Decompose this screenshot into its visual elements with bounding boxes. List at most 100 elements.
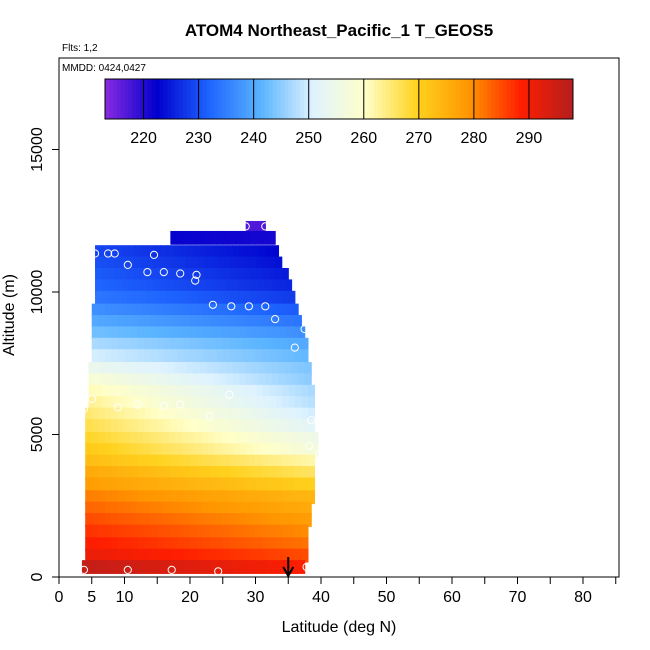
heatmap-cell — [124, 419, 132, 433]
colorbar-segment — [401, 79, 406, 119]
heatmap-cell — [133, 290, 141, 305]
heatmap-cell — [288, 524, 296, 539]
heatmap-cell — [240, 501, 248, 516]
heatmap-cell — [255, 419, 263, 433]
heatmap-cell — [275, 537, 283, 552]
heatmap-cell — [114, 384, 122, 399]
heatmap-cell — [170, 454, 178, 469]
heatmap-cell — [165, 256, 173, 271]
heatmap-cell — [307, 454, 316, 469]
heatmap-cell — [156, 501, 164, 516]
heatmap-cell — [203, 349, 211, 364]
heatmap-cell — [95, 362, 103, 376]
heatmap-cell — [248, 349, 257, 364]
heatmap-cell — [248, 337, 257, 352]
heatmap-cell — [127, 384, 135, 399]
colorbar-segment — [491, 79, 496, 119]
colorbar-segment — [257, 79, 262, 119]
heatmap-cell — [272, 303, 280, 318]
heatmap-cell — [183, 315, 191, 329]
heatmap-cell — [291, 326, 299, 341]
heatmap-cell — [252, 245, 260, 259]
observation-point — [261, 302, 270, 311]
colorbar-segment — [385, 79, 391, 119]
colorbar-segment — [444, 79, 449, 119]
heatmap-cell — [207, 303, 215, 318]
location-arrow — [282, 557, 295, 579]
heatmap-cell — [307, 477, 316, 492]
heatmap-cell — [307, 396, 316, 411]
heatmap-cell — [153, 396, 161, 411]
colorbar-segment — [452, 79, 457, 119]
heatmap-cell — [140, 373, 149, 388]
heatmap-cell — [172, 256, 180, 271]
heatmap-cell — [114, 373, 122, 388]
heatmap-cell — [134, 373, 142, 388]
colorbar-segment — [194, 79, 200, 119]
heatmap-cell — [136, 431, 144, 446]
heatmap-cell — [217, 256, 225, 271]
heatmap-cell — [203, 454, 211, 469]
heatmap-cell — [262, 290, 270, 305]
heatmap-cell — [219, 279, 227, 294]
heatmap-cell — [199, 279, 207, 294]
heatmap-cell — [144, 466, 152, 480]
heatmap-cell — [170, 337, 178, 352]
heatmap-cell — [217, 396, 225, 411]
heatmap-cell — [146, 396, 154, 411]
heatmap-cell — [240, 431, 248, 446]
heatmap-cell — [183, 466, 191, 480]
heatmap-cell — [262, 384, 270, 399]
colorbar-segment — [479, 79, 484, 119]
heatmap-cell — [163, 349, 171, 364]
heatmap-cell — [304, 501, 312, 516]
heatmap-cell — [266, 431, 274, 446]
heatmap-cell — [183, 230, 191, 245]
heatmap-cell — [222, 349, 230, 364]
heatmap-cell — [175, 303, 183, 318]
heatmap-cell — [206, 560, 214, 574]
heatmap-cell — [150, 537, 158, 552]
heatmap-cell — [111, 443, 119, 458]
heatmap-cell — [229, 490, 237, 505]
heatmap-cell — [170, 349, 178, 364]
heatmap-cell — [98, 326, 106, 341]
heatmap-cell — [275, 407, 283, 422]
heatmap-cell — [185, 256, 193, 271]
heatmap-cell — [157, 477, 165, 492]
heatmap-cell — [291, 362, 299, 376]
heatmap-cell — [232, 362, 240, 376]
x-tick-label: 5 — [87, 589, 96, 606]
heatmap-cell — [163, 315, 171, 329]
heatmap-cell — [223, 268, 231, 282]
heatmap-cell — [104, 303, 112, 318]
heatmap-layer — [88, 373, 312, 388]
heatmap-cell — [271, 362, 280, 376]
heatmap-cell — [301, 537, 309, 552]
heatmap-cell — [157, 349, 165, 364]
heatmap-cell — [281, 419, 289, 433]
heatmap-cell — [167, 373, 175, 388]
heatmap-cell — [291, 443, 299, 458]
heatmap-cells — [81, 220, 319, 574]
heatmap-cell — [203, 490, 211, 505]
heatmap-cell — [121, 373, 129, 388]
colorbar-segment — [171, 79, 176, 119]
heatmap-cell — [175, 326, 183, 341]
heatmap-cell — [207, 443, 215, 458]
x-tick-label: 0 — [55, 589, 64, 606]
colorbar-segment — [362, 79, 367, 119]
heatmap-cell — [242, 477, 250, 492]
colorbar-segment — [530, 79, 535, 119]
observation-point — [271, 315, 280, 324]
heatmap-layer — [85, 490, 316, 505]
heatmap-cell — [143, 513, 151, 527]
heatmap-cell — [288, 396, 296, 411]
observation-point — [227, 302, 236, 311]
heatmap-cell — [170, 230, 178, 245]
heatmap-cell — [207, 513, 215, 527]
heatmap-cell — [212, 362, 221, 376]
heatmap-cell — [222, 454, 230, 469]
heatmap-cell — [243, 290, 251, 305]
